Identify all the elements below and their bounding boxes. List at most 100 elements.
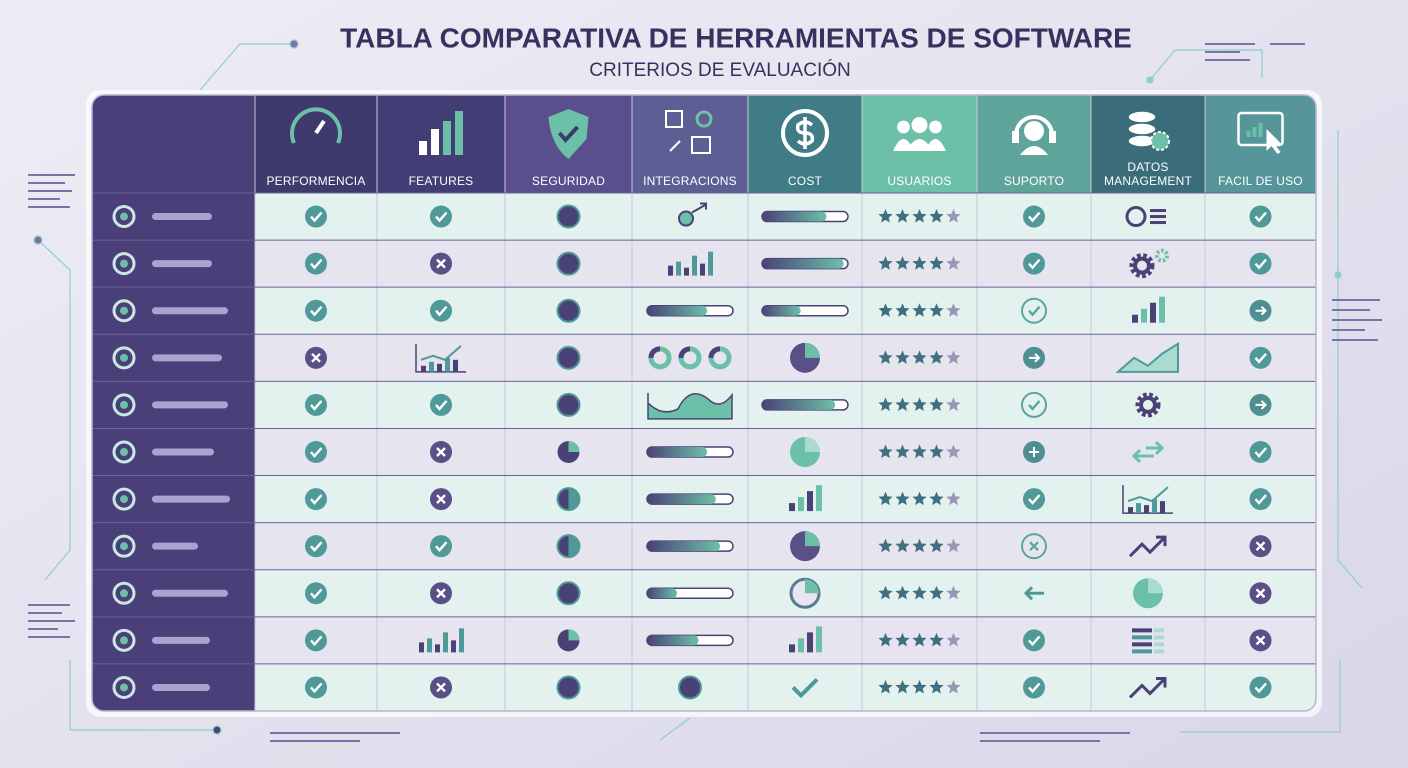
check-icon	[435, 400, 448, 411]
row-icon	[112, 393, 136, 417]
header-icon	[1127, 110, 1157, 124]
list-icon	[1132, 642, 1152, 647]
check-icon	[305, 582, 327, 605]
check-icon	[1254, 447, 1267, 458]
progress-fill	[762, 305, 801, 316]
row-icon	[112, 440, 136, 464]
check-icon	[1249, 488, 1272, 511]
bar-icon	[798, 497, 804, 512]
star	[895, 679, 910, 694]
ring-icon	[678, 346, 691, 359]
chart-icon	[647, 392, 733, 420]
check-icon	[1249, 676, 1272, 699]
star	[946, 350, 961, 364]
bar-icon	[1141, 308, 1147, 323]
table-border	[91, 94, 1317, 712]
check-icon	[430, 393, 452, 416]
header-icon	[455, 111, 463, 155]
list-icon	[1150, 209, 1166, 213]
chart-icon	[1122, 485, 1173, 514]
column-header: SEGURIDAD	[531, 174, 606, 188]
row-icon	[120, 542, 128, 551]
gear-icon	[1155, 248, 1169, 263]
chart-icon	[1152, 499, 1157, 514]
header-icon	[911, 117, 928, 133]
row-icon	[112, 628, 136, 652]
star	[929, 538, 944, 553]
star	[929, 350, 944, 364]
row-label-pill	[152, 213, 212, 221]
star	[946, 679, 961, 694]
row-icon	[120, 683, 128, 692]
trend-icon	[1128, 676, 1167, 699]
bar-icon	[700, 263, 705, 276]
star	[946, 538, 961, 553]
chart-icon	[1127, 486, 1169, 503]
bar-icon	[816, 626, 822, 653]
bar-icon	[816, 485, 822, 512]
bar-icon	[798, 638, 804, 653]
status-dot	[556, 298, 581, 323]
row-label-pill	[152, 260, 212, 268]
chart-icon	[1128, 507, 1133, 514]
check-icon	[310, 588, 323, 600]
progress-fill	[647, 447, 708, 457]
check-icon	[310, 682, 323, 694]
row-icon	[112, 675, 136, 699]
cross-icon	[436, 682, 446, 693]
cross-icon	[1021, 533, 1047, 560]
star	[878, 397, 893, 411]
check-icon	[1028, 635, 1041, 647]
code-decor	[28, 43, 1382, 742]
star	[929, 679, 944, 694]
star	[878, 679, 893, 694]
check-icon	[310, 400, 323, 411]
list-icon	[1132, 628, 1152, 633]
star	[946, 444, 961, 459]
star	[895, 444, 910, 459]
star	[895, 303, 910, 317]
row-icon	[120, 306, 128, 315]
progress-fill	[647, 494, 716, 505]
check-icon	[305, 629, 327, 652]
status-dot	[556, 581, 581, 606]
star	[912, 538, 927, 553]
check-icon	[1023, 488, 1045, 511]
header-icon	[1258, 123, 1263, 137]
list-icon	[1154, 635, 1164, 640]
progress-fill	[762, 211, 827, 222]
pie-icon	[805, 342, 820, 358]
check-icon	[310, 494, 323, 505]
header-icon	[1014, 115, 1054, 136]
column-header: FACIL DE USO	[1218, 174, 1303, 188]
star	[912, 679, 927, 694]
header-icon	[1266, 129, 1282, 154]
bar-icon	[1132, 314, 1138, 323]
star	[895, 585, 910, 600]
check-icon	[305, 535, 327, 558]
header-icon	[443, 121, 451, 155]
header-cell	[977, 95, 1091, 193]
star	[946, 209, 961, 223]
star	[895, 350, 910, 364]
chart-icon	[429, 361, 434, 372]
row-bg	[255, 616, 1316, 664]
arrow-icon	[1255, 400, 1267, 410]
idea-icon	[678, 210, 694, 227]
star	[946, 397, 961, 411]
row-label-pill	[152, 307, 228, 315]
cross-icon	[1029, 541, 1039, 551]
gear-icon	[1139, 395, 1157, 414]
header-icon	[929, 120, 942, 134]
star	[895, 397, 910, 411]
progress-fill	[762, 258, 844, 269]
row-label-pill	[152, 636, 210, 644]
star	[946, 491, 961, 506]
star	[895, 209, 910, 223]
check-icon	[1254, 494, 1267, 505]
row-icon	[120, 495, 128, 504]
check-icon	[310, 447, 323, 458]
check-icon	[1028, 258, 1041, 270]
bar-icon	[1159, 296, 1165, 323]
check-icon	[435, 305, 448, 317]
